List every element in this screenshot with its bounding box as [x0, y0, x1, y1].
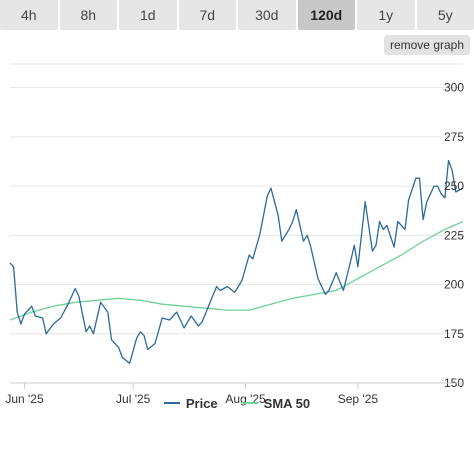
chart-legend: Price SMA 50	[0, 393, 474, 413]
tab-120d[interactable]: 120d	[297, 0, 355, 30]
tab-7d[interactable]: 7d	[178, 0, 236, 30]
y-tick-label: 175	[444, 327, 464, 341]
y-tick-label: 300	[444, 81, 464, 95]
series-line-price	[9, 159, 464, 364]
legend-swatch-sma50	[241, 402, 258, 404]
y-tick-label: 225	[444, 228, 464, 242]
legend-label-sma50: SMA 50	[263, 395, 311, 411]
chart-series	[9, 159, 464, 364]
chart-gridlines	[10, 63, 463, 384]
legend-label-price: Price	[185, 395, 218, 411]
series-line-sma-50	[9, 220, 464, 321]
time-range-tabs: 4h 8h 1d 7d 30d 120d 1y 5y	[0, 0, 474, 30]
y-tick-label: 250	[444, 179, 464, 193]
x-tick-label: Jul '25	[116, 392, 151, 406]
tab-4h[interactable]: 4h	[0, 0, 58, 30]
tab-30d[interactable]: 30d	[238, 0, 296, 30]
legend-item-price[interactable]: Price	[163, 395, 218, 411]
legend-item-sma50[interactable]: SMA 50	[241, 395, 311, 411]
y-tick-label: 200	[444, 278, 464, 292]
y-tick-label: 275	[444, 130, 464, 144]
legend-swatch-price	[163, 402, 180, 404]
x-tick-label: Sep '25	[338, 392, 379, 406]
tab-5y[interactable]: 5y	[416, 0, 474, 30]
x-tick-label: Jun '25	[5, 392, 44, 406]
tab-1d[interactable]: 1d	[119, 0, 177, 30]
tab-1y[interactable]: 1y	[357, 0, 415, 30]
tab-8h[interactable]: 8h	[59, 0, 117, 30]
x-axis-ticks: Jun '25 Jul '25 Aug '25 Sep '25	[5, 382, 463, 406]
remove-graph-button[interactable]: remove graph	[384, 35, 470, 55]
